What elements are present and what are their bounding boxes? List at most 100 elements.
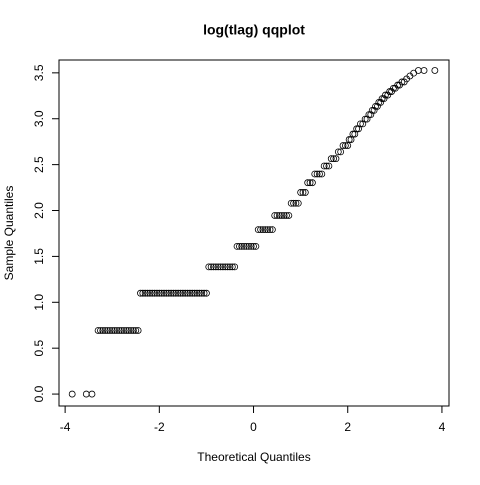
point xyxy=(155,289,163,297)
point xyxy=(219,263,227,271)
point xyxy=(101,327,109,334)
point xyxy=(162,289,170,297)
point xyxy=(172,289,180,297)
point xyxy=(252,242,260,250)
point xyxy=(355,125,362,133)
point xyxy=(118,327,126,334)
x-tick-label: 4 xyxy=(439,420,446,434)
point xyxy=(88,390,96,398)
point xyxy=(384,91,392,99)
point xyxy=(217,263,224,271)
point xyxy=(177,289,184,297)
point xyxy=(361,115,369,123)
point xyxy=(372,102,379,110)
point xyxy=(337,148,345,156)
point xyxy=(276,212,283,219)
point xyxy=(191,289,199,297)
point xyxy=(111,327,118,334)
x-tick-label: -2 xyxy=(154,420,165,434)
point xyxy=(278,212,286,219)
y-axis-label: Sample Quantiles xyxy=(2,186,16,281)
point xyxy=(148,289,156,297)
point xyxy=(238,242,246,250)
y-tick-label: 1.0 xyxy=(32,294,46,311)
point xyxy=(306,179,314,187)
point xyxy=(318,170,326,178)
x-axis-label: Theoretical Quantiles xyxy=(197,450,310,464)
point xyxy=(94,327,102,334)
point xyxy=(186,289,194,297)
point xyxy=(301,189,309,196)
point xyxy=(323,162,330,170)
point xyxy=(349,130,357,138)
point xyxy=(184,289,191,297)
point xyxy=(292,199,300,207)
point xyxy=(398,78,406,86)
x-tick-label: -4 xyxy=(60,420,71,434)
point xyxy=(363,115,371,123)
y-tick-label: 1.5 xyxy=(32,248,46,265)
point xyxy=(330,155,338,163)
point xyxy=(170,289,177,297)
point xyxy=(283,212,290,219)
point xyxy=(205,263,213,271)
point xyxy=(380,95,388,103)
point xyxy=(200,289,208,297)
point xyxy=(264,226,272,234)
point xyxy=(316,170,323,178)
point xyxy=(365,111,373,119)
point xyxy=(165,289,173,297)
point xyxy=(382,91,389,99)
point xyxy=(141,289,149,297)
point xyxy=(137,289,144,297)
point xyxy=(240,242,248,250)
point xyxy=(420,67,428,74)
point xyxy=(235,242,243,250)
point xyxy=(327,155,335,163)
point xyxy=(99,327,107,334)
point xyxy=(127,327,135,334)
y-tick-label: 3.0 xyxy=(32,110,46,127)
point xyxy=(250,242,257,250)
point xyxy=(210,263,217,271)
point xyxy=(287,199,295,207)
point xyxy=(144,289,151,297)
point xyxy=(203,289,210,297)
point xyxy=(113,327,121,334)
point xyxy=(431,67,439,74)
point xyxy=(226,263,234,271)
y-tick-label: 0.0 xyxy=(32,385,46,402)
x-tick-label: 0 xyxy=(250,420,257,434)
point xyxy=(290,199,297,207)
point xyxy=(285,212,293,219)
point xyxy=(341,142,349,149)
point xyxy=(130,327,137,334)
point xyxy=(115,327,123,334)
point xyxy=(332,155,340,163)
point xyxy=(370,106,378,114)
point xyxy=(294,199,302,207)
y-tick-label: 2.5 xyxy=(32,156,46,173)
point xyxy=(266,226,274,234)
point xyxy=(125,327,133,334)
point xyxy=(146,289,154,297)
point xyxy=(268,226,276,234)
point xyxy=(120,327,128,334)
point xyxy=(193,289,201,297)
point xyxy=(212,263,220,271)
point xyxy=(243,242,250,250)
point xyxy=(345,136,353,143)
point xyxy=(198,289,206,297)
point xyxy=(313,170,321,178)
point xyxy=(160,289,168,297)
point xyxy=(368,106,376,114)
point xyxy=(188,289,196,297)
y-tick-label: 2.0 xyxy=(32,202,46,219)
point xyxy=(228,263,236,271)
point xyxy=(374,102,381,110)
point xyxy=(257,226,264,234)
point xyxy=(297,189,305,196)
point xyxy=(97,327,104,334)
point xyxy=(353,125,361,133)
